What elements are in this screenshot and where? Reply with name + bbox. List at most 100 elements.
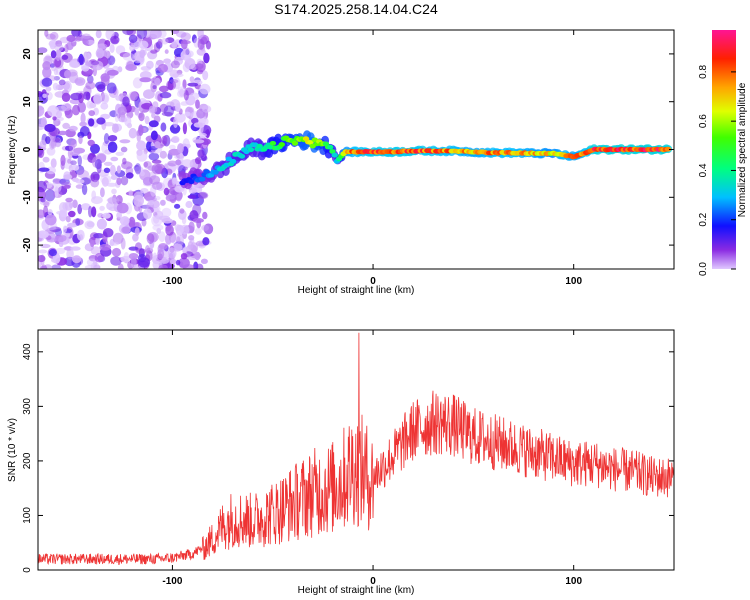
y-tick-label: 400 <box>22 343 33 360</box>
noise-blob <box>90 174 96 182</box>
noise-blob <box>174 185 185 193</box>
noise-blob <box>104 40 111 48</box>
snr-content <box>38 332 674 566</box>
noise-blob <box>169 123 181 134</box>
noise-blob <box>153 205 161 213</box>
colorbar-tick-label: 0.0 <box>698 262 709 276</box>
noise-blob <box>200 36 208 45</box>
noise-blob <box>200 138 211 145</box>
noise-blob <box>111 188 117 195</box>
noise-blob <box>151 159 162 164</box>
noise-blob <box>195 263 204 269</box>
noise-blob <box>107 69 119 76</box>
noise-blob <box>197 30 204 40</box>
noise-blob <box>120 176 129 186</box>
noise-blob <box>199 132 207 138</box>
noise-blob <box>101 143 108 154</box>
noise-blob <box>192 218 204 223</box>
noise-blob <box>61 92 71 103</box>
snr-panel: -100 0 100 0 100 200 300 400 Height of straigh… <box>7 329 675 596</box>
colorbar-tick-label: 0.4 <box>698 163 709 177</box>
noise-blob <box>119 139 131 144</box>
noise-blob <box>99 243 112 251</box>
noise-blob <box>107 55 116 66</box>
noise-blob <box>57 130 67 136</box>
noise-blob <box>38 180 47 193</box>
signal-core <box>225 156 232 162</box>
snr-y-ticks: 0 100 200 300 400 <box>22 343 674 573</box>
noise-blob <box>67 158 72 164</box>
noise-blob <box>154 77 161 86</box>
noise-blob <box>170 60 180 69</box>
noise-blob <box>138 257 151 268</box>
noise-blob <box>160 199 166 206</box>
noise-blob <box>81 183 88 196</box>
noise-blob <box>44 189 56 202</box>
noise-blob <box>46 225 56 231</box>
noise-blob <box>128 189 133 197</box>
noise-blob <box>156 227 161 235</box>
noise-blob <box>90 178 100 188</box>
noise-blob <box>138 112 145 122</box>
noise-blob <box>128 127 137 139</box>
noise-blob <box>41 264 47 269</box>
noise-blob <box>111 123 119 133</box>
y-tick-label: 0 <box>22 146 33 152</box>
noise-blob <box>74 77 86 86</box>
noise-blob <box>180 39 188 50</box>
noise-blob <box>81 203 91 211</box>
noise-blob <box>151 181 163 190</box>
noise-blob <box>149 30 162 39</box>
noise-blob <box>70 92 83 101</box>
noise-blob <box>60 154 66 166</box>
noise-blob <box>153 214 160 224</box>
noise-blob <box>111 247 122 257</box>
noise-blob <box>154 141 161 149</box>
y-tick-label: -20 <box>22 237 33 252</box>
noise-blob <box>120 255 132 263</box>
noise-blob <box>91 206 97 218</box>
noise-blob <box>45 86 52 92</box>
noise-blob <box>81 65 90 72</box>
noise-blob <box>187 194 197 199</box>
noise-blob <box>146 60 154 69</box>
noise-blob <box>44 123 56 133</box>
noise-blob <box>87 139 95 147</box>
noise-blob <box>157 38 163 46</box>
noise-blob <box>177 86 186 95</box>
noise-blob <box>166 101 175 108</box>
noise-blob <box>143 208 152 220</box>
noise-blob <box>134 163 142 175</box>
noise-blob <box>103 133 110 145</box>
noise-blob <box>197 149 205 158</box>
noise-blob <box>194 227 202 235</box>
noise-blob <box>159 91 172 99</box>
noise-blob <box>55 234 67 242</box>
noise-blob <box>151 163 163 175</box>
noise-blob <box>146 233 155 245</box>
noise-blob <box>45 33 56 40</box>
noise-blob <box>45 182 53 189</box>
noise-blob <box>99 205 105 211</box>
noise-blob <box>56 110 62 119</box>
spectrogram-xlabel: Height of straight line (km) <box>298 285 415 296</box>
noise-blob <box>48 249 57 257</box>
signal-core <box>212 169 219 175</box>
noise-blob <box>148 120 159 128</box>
noise-blob <box>38 255 46 263</box>
noise-blob <box>152 224 164 231</box>
noise-blob <box>180 32 191 41</box>
noise-blob <box>150 130 158 141</box>
noise-blob <box>182 79 187 90</box>
noise-blob <box>159 103 169 113</box>
noise-blob <box>161 37 169 45</box>
noise-blob <box>128 246 139 251</box>
noise-blob <box>93 233 104 239</box>
noise-blob <box>64 246 73 251</box>
noise-blob <box>101 176 109 187</box>
noise-blob <box>160 122 167 132</box>
x-tick-label: 100 <box>565 276 582 287</box>
noise-blob <box>40 117 47 127</box>
noise-blob <box>110 175 118 180</box>
signal-core <box>291 140 299 146</box>
